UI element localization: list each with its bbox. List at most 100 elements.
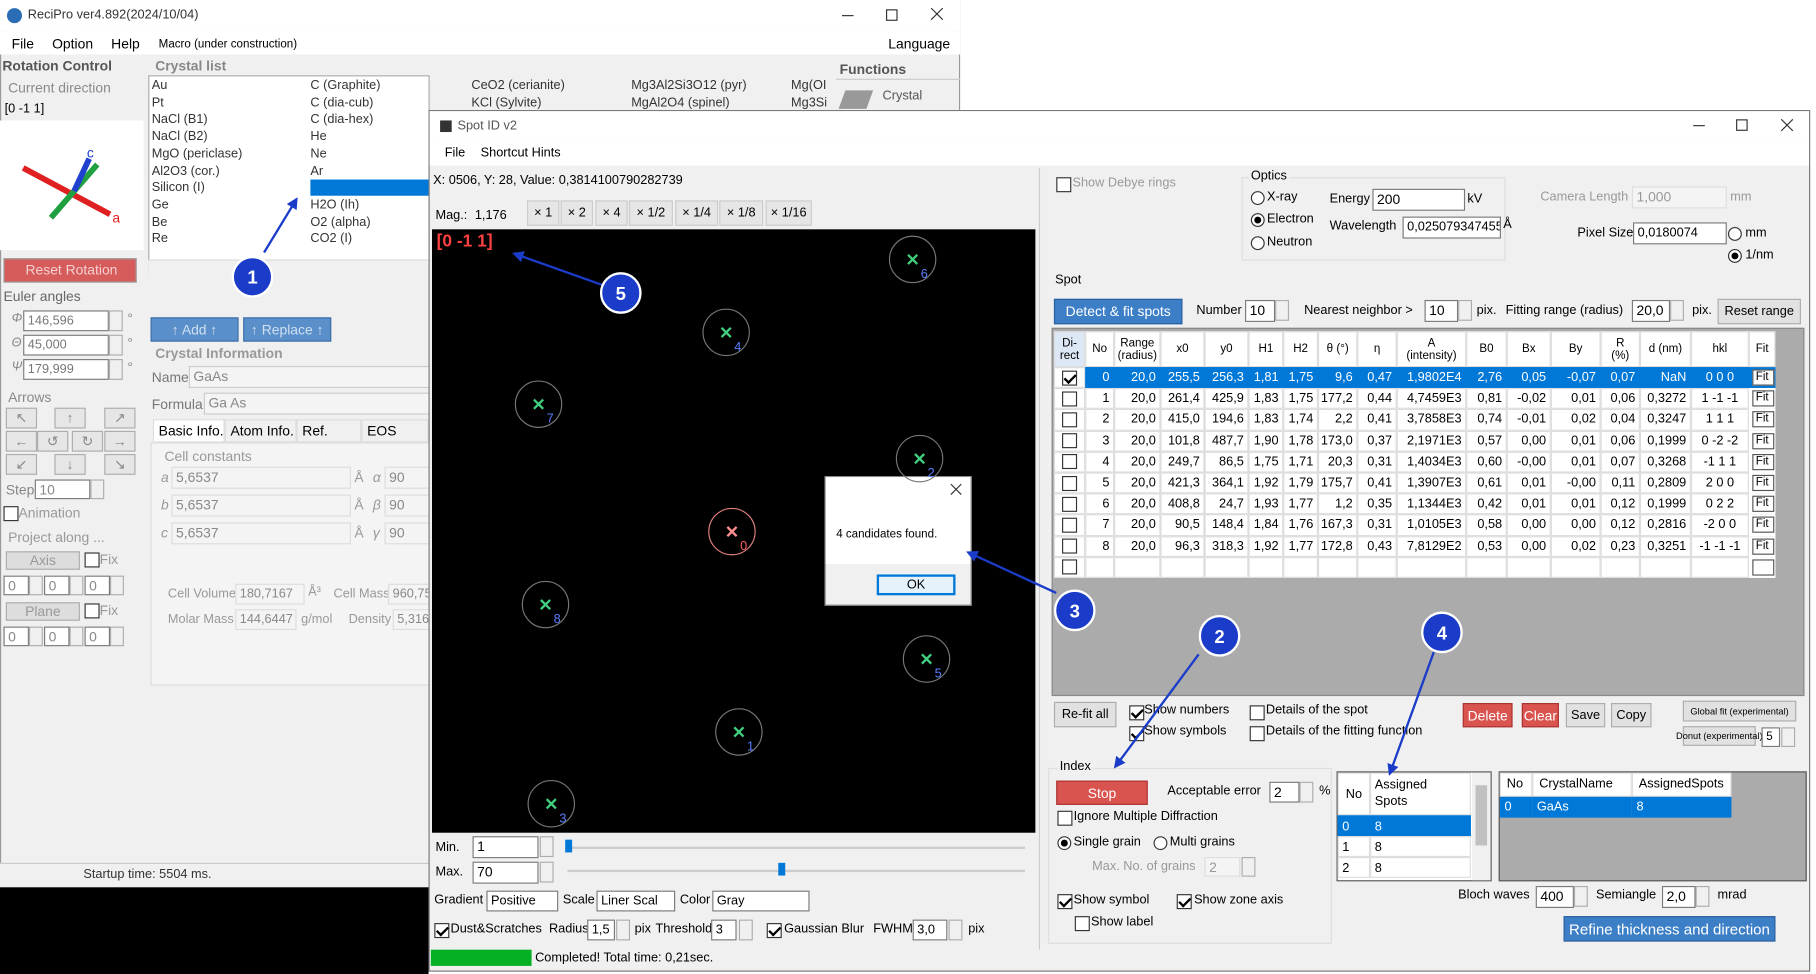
spinner[interactable] bbox=[738, 919, 753, 941]
button[interactable]: Clear bbox=[1521, 703, 1559, 728]
button[interactable]: Refine thickness and direction bbox=[1563, 916, 1776, 942]
input[interactable]: 2,0 bbox=[1661, 885, 1696, 908]
button[interactable]: ↘ bbox=[104, 453, 136, 475]
menu-item[interactable]: Macro (under construction) bbox=[158, 38, 298, 51]
fit-button[interactable]: Fit bbox=[1752, 474, 1775, 492]
input[interactable]: 0,025079347455 bbox=[1402, 216, 1501, 239]
checkbox[interactable] bbox=[1129, 726, 1145, 742]
input[interactable]: Positive bbox=[486, 890, 559, 912]
crystal-item[interactable]: He bbox=[310, 129, 327, 144]
checkbox[interactable] bbox=[1057, 894, 1073, 910]
input[interactable]: 1,5 bbox=[587, 919, 615, 941]
spinner[interactable] bbox=[1241, 857, 1256, 877]
checkbox[interactable] bbox=[1062, 517, 1078, 533]
input[interactable]: 45,000 bbox=[23, 334, 109, 356]
input[interactable]: 10 bbox=[1245, 299, 1276, 322]
button[interactable]: → bbox=[104, 430, 136, 452]
input[interactable]: 70 bbox=[472, 861, 539, 884]
button[interactable]: Detect & fit spots bbox=[1053, 298, 1183, 325]
crystal-item[interactable]: Ar bbox=[310, 163, 324, 178]
crystal-item[interactable]: MgO (periclase) bbox=[151, 146, 243, 161]
spinner[interactable] bbox=[1458, 299, 1473, 321]
input[interactable]: 3,0 bbox=[912, 919, 948, 941]
button[interactable]: × 1/2 bbox=[628, 200, 673, 226]
crystal-database[interactable]: Crystal bbox=[882, 89, 923, 104]
crystal-item[interactable]: C (dia-cub) bbox=[310, 95, 374, 110]
checkbox[interactable] bbox=[1249, 726, 1265, 742]
menu-item[interactable]: Option bbox=[52, 35, 94, 53]
button[interactable]: Save bbox=[1565, 703, 1606, 728]
fit-button[interactable]: Fit bbox=[1752, 538, 1775, 555]
input[interactable]: 5,6537 bbox=[171, 466, 351, 489]
checkbox[interactable] bbox=[1129, 705, 1145, 721]
maximize[interactable] bbox=[1736, 119, 1748, 131]
spinner[interactable] bbox=[1573, 885, 1588, 907]
crystal-item[interactable]: CO2 (I) bbox=[310, 231, 353, 246]
button[interactable]: ↖ bbox=[5, 407, 38, 429]
checkbox[interactable] bbox=[1062, 475, 1078, 491]
radio[interactable] bbox=[1727, 226, 1742, 241]
spinner[interactable] bbox=[90, 479, 105, 500]
input[interactable]: Gray bbox=[712, 890, 810, 912]
spinner[interactable] bbox=[69, 575, 84, 596]
input[interactable]: 0 bbox=[84, 575, 111, 596]
menu-item[interactable]: File bbox=[444, 145, 466, 160]
spinner[interactable] bbox=[110, 626, 124, 647]
spinner[interactable] bbox=[108, 359, 123, 380]
button[interactable]: × 1/16 bbox=[765, 200, 812, 226]
fit-button[interactable]: Fit bbox=[1752, 411, 1775, 428]
input[interactable]: 400 bbox=[1535, 885, 1574, 908]
spinner[interactable] bbox=[110, 575, 124, 596]
slider-thumb[interactable] bbox=[565, 839, 573, 853]
spinner[interactable] bbox=[1781, 727, 1796, 748]
crystal-item[interactable]: Au bbox=[151, 78, 168, 93]
checkbox[interactable] bbox=[1074, 916, 1090, 932]
spinner[interactable] bbox=[1695, 885, 1710, 907]
fit-button[interactable]: Fit bbox=[1752, 369, 1775, 386]
slider-thumb[interactable] bbox=[778, 862, 786, 876]
crystal-item[interactable]: C (dia-hex) bbox=[310, 112, 374, 127]
button[interactable]: Delete bbox=[1462, 703, 1513, 728]
input[interactable]: Ga As bbox=[203, 392, 430, 415]
button[interactable]: Stop bbox=[1056, 780, 1148, 805]
input[interactable]: 180,7167 bbox=[235, 583, 305, 605]
spinner[interactable] bbox=[948, 919, 963, 941]
crystal-item[interactable]: MgAl2O4 (spinel) bbox=[631, 95, 730, 110]
input[interactable]: 179,999 bbox=[23, 359, 109, 380]
input[interactable]: 20,0 bbox=[1631, 299, 1671, 322]
input[interactable]: 5 bbox=[1761, 727, 1781, 748]
checkbox[interactable] bbox=[1062, 538, 1078, 554]
checkbox[interactable] bbox=[1062, 391, 1078, 407]
crystal-item[interactable]: Al2O3 (cor.) bbox=[151, 163, 220, 178]
scroll-thumb[interactable] bbox=[1475, 785, 1488, 846]
crystal-item[interactable]: Mg3Si bbox=[791, 95, 828, 110]
fit-button[interactable]: Fit bbox=[1752, 516, 1775, 534]
spinner[interactable] bbox=[1670, 299, 1684, 321]
checkbox[interactable] bbox=[1062, 433, 1078, 449]
menu-item[interactable]: Help bbox=[111, 35, 140, 53]
crystal-item[interactable]: O2 (alpha) bbox=[310, 214, 371, 229]
button[interactable]: EOS bbox=[361, 419, 429, 443]
checkbox[interactable] bbox=[3, 506, 19, 522]
fit-button[interactable]: Fit bbox=[1752, 432, 1775, 449]
button[interactable]: × 2 bbox=[560, 200, 593, 226]
spinner[interactable] bbox=[28, 626, 43, 647]
input[interactable]: 960,753 bbox=[387, 583, 430, 605]
button[interactable]: ↑ Add ↑ bbox=[150, 317, 239, 342]
input[interactable]: 1 bbox=[472, 836, 539, 859]
input[interactable]: 5,6537 bbox=[171, 494, 351, 517]
checkbox[interactable] bbox=[1249, 705, 1265, 721]
crystal-item[interactable]: H2O (Ih) bbox=[310, 197, 360, 212]
crystal-item[interactable]: Ge bbox=[151, 197, 169, 212]
button[interactable]: × 4 bbox=[595, 200, 628, 226]
crystal-item[interactable]: KCl (Sylvite) bbox=[471, 95, 542, 110]
radio[interactable] bbox=[1250, 236, 1265, 251]
crystal-item[interactable]: NaCl (B2) bbox=[151, 129, 208, 144]
button[interactable]: ↺ bbox=[37, 430, 69, 452]
input[interactable]: Liner Scal bbox=[596, 890, 676, 912]
input[interactable]: 146,596 bbox=[23, 310, 109, 332]
crystal-item[interactable]: CeO2 (cerianite) bbox=[471, 78, 565, 93]
radio[interactable] bbox=[1250, 213, 1265, 227]
crystal-item[interactable]: Be bbox=[151, 214, 168, 229]
button[interactable]: Ref. bbox=[296, 419, 362, 443]
